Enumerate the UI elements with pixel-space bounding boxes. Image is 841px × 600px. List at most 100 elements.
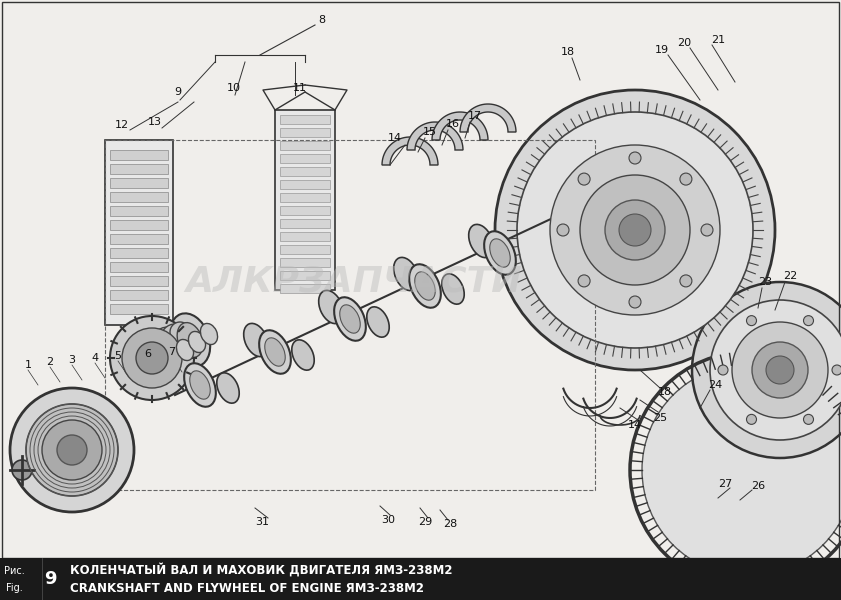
Bar bbox=[280, 115, 330, 124]
Circle shape bbox=[619, 214, 651, 246]
Circle shape bbox=[578, 173, 590, 185]
Ellipse shape bbox=[484, 231, 516, 275]
Text: КОЛЕНЧАТЫЙ ВАЛ И МАХОВИК ДВИГАТЕЛЯ ЯМЗ-238М2: КОЛЕНЧАТЫЙ ВАЛ И МАХОВИК ДВИГАТЕЛЯ ЯМЗ-2… bbox=[70, 563, 452, 577]
Text: 20: 20 bbox=[677, 38, 691, 48]
Text: 9: 9 bbox=[174, 87, 182, 97]
Ellipse shape bbox=[415, 272, 436, 300]
Bar bbox=[110, 276, 168, 286]
Circle shape bbox=[122, 328, 182, 388]
Bar bbox=[110, 220, 168, 230]
Circle shape bbox=[578, 275, 590, 287]
Circle shape bbox=[752, 342, 808, 398]
Text: 2: 2 bbox=[46, 357, 54, 367]
Text: 30: 30 bbox=[381, 515, 395, 525]
Bar bbox=[275, 110, 335, 290]
Circle shape bbox=[629, 296, 641, 308]
Text: 10: 10 bbox=[227, 83, 241, 93]
Bar bbox=[280, 245, 330, 254]
Text: 29: 29 bbox=[418, 517, 432, 527]
Text: 19: 19 bbox=[655, 45, 669, 55]
Circle shape bbox=[732, 322, 828, 418]
Bar bbox=[110, 192, 168, 202]
Text: 31: 31 bbox=[255, 517, 269, 527]
Text: 13: 13 bbox=[148, 117, 162, 127]
Circle shape bbox=[161, 324, 189, 352]
Circle shape bbox=[832, 365, 841, 375]
Text: CRANKSHAFT AND FLYWHEEL OF ENGINE ЯМЗ-238М2: CRANKSHAFT AND FLYWHEEL OF ENGINE ЯМЗ-23… bbox=[70, 582, 424, 595]
Bar bbox=[110, 248, 168, 258]
Text: 24: 24 bbox=[708, 380, 722, 390]
Circle shape bbox=[170, 322, 190, 342]
Ellipse shape bbox=[190, 371, 210, 399]
Text: 1: 1 bbox=[24, 360, 31, 370]
Text: 27: 27 bbox=[718, 479, 733, 489]
Bar bbox=[280, 284, 330, 293]
Circle shape bbox=[495, 90, 775, 370]
Bar bbox=[280, 232, 330, 241]
Text: 11: 11 bbox=[293, 83, 307, 93]
Ellipse shape bbox=[170, 313, 210, 367]
Text: 16: 16 bbox=[446, 119, 460, 129]
Bar bbox=[110, 178, 168, 188]
Circle shape bbox=[136, 342, 168, 374]
Bar bbox=[0, 558, 58, 600]
Ellipse shape bbox=[200, 323, 218, 344]
Circle shape bbox=[12, 460, 32, 480]
Circle shape bbox=[680, 173, 692, 185]
Bar bbox=[110, 164, 168, 174]
Ellipse shape bbox=[319, 290, 343, 323]
Ellipse shape bbox=[410, 264, 441, 308]
Circle shape bbox=[747, 415, 757, 424]
Text: 8: 8 bbox=[319, 15, 325, 25]
Circle shape bbox=[110, 316, 194, 400]
Circle shape bbox=[701, 224, 713, 236]
Ellipse shape bbox=[177, 340, 193, 361]
Circle shape bbox=[550, 145, 720, 315]
Ellipse shape bbox=[265, 338, 285, 366]
Circle shape bbox=[557, 224, 569, 236]
Bar bbox=[110, 150, 168, 160]
Text: 12: 12 bbox=[115, 120, 129, 130]
Circle shape bbox=[642, 364, 841, 576]
Ellipse shape bbox=[468, 224, 494, 257]
Circle shape bbox=[57, 435, 87, 465]
Bar bbox=[105, 140, 595, 490]
Ellipse shape bbox=[292, 340, 315, 370]
Text: 17: 17 bbox=[468, 111, 482, 121]
Text: 28: 28 bbox=[443, 519, 458, 529]
Text: 3: 3 bbox=[68, 355, 76, 365]
Ellipse shape bbox=[244, 323, 268, 356]
Polygon shape bbox=[460, 104, 516, 132]
Text: 9: 9 bbox=[44, 570, 56, 588]
Bar bbox=[110, 234, 168, 244]
Text: 22: 22 bbox=[783, 271, 797, 281]
Circle shape bbox=[580, 175, 690, 285]
Circle shape bbox=[803, 415, 813, 424]
Bar bbox=[280, 180, 330, 189]
Bar bbox=[280, 258, 330, 267]
Bar bbox=[105, 140, 173, 325]
Bar bbox=[280, 128, 330, 137]
Text: 15: 15 bbox=[423, 127, 437, 137]
Circle shape bbox=[42, 420, 102, 480]
Ellipse shape bbox=[442, 274, 464, 304]
Ellipse shape bbox=[177, 323, 203, 358]
Bar bbox=[280, 167, 330, 176]
Text: 7: 7 bbox=[168, 347, 176, 357]
Text: АЛКРЗАПЧАСТИ: АЛКРЗАПЧАСТИ bbox=[185, 265, 521, 299]
Circle shape bbox=[151, 326, 169, 344]
Circle shape bbox=[26, 404, 118, 496]
Ellipse shape bbox=[184, 363, 216, 407]
Text: 4: 4 bbox=[92, 353, 98, 363]
Circle shape bbox=[747, 316, 757, 326]
Circle shape bbox=[605, 200, 665, 260]
Text: 14: 14 bbox=[388, 133, 402, 143]
Text: 23: 23 bbox=[758, 277, 772, 287]
Circle shape bbox=[718, 365, 728, 375]
Polygon shape bbox=[407, 122, 463, 150]
Ellipse shape bbox=[367, 307, 389, 337]
Circle shape bbox=[680, 275, 692, 287]
Bar bbox=[280, 271, 330, 280]
Ellipse shape bbox=[188, 331, 205, 353]
Circle shape bbox=[629, 152, 641, 164]
